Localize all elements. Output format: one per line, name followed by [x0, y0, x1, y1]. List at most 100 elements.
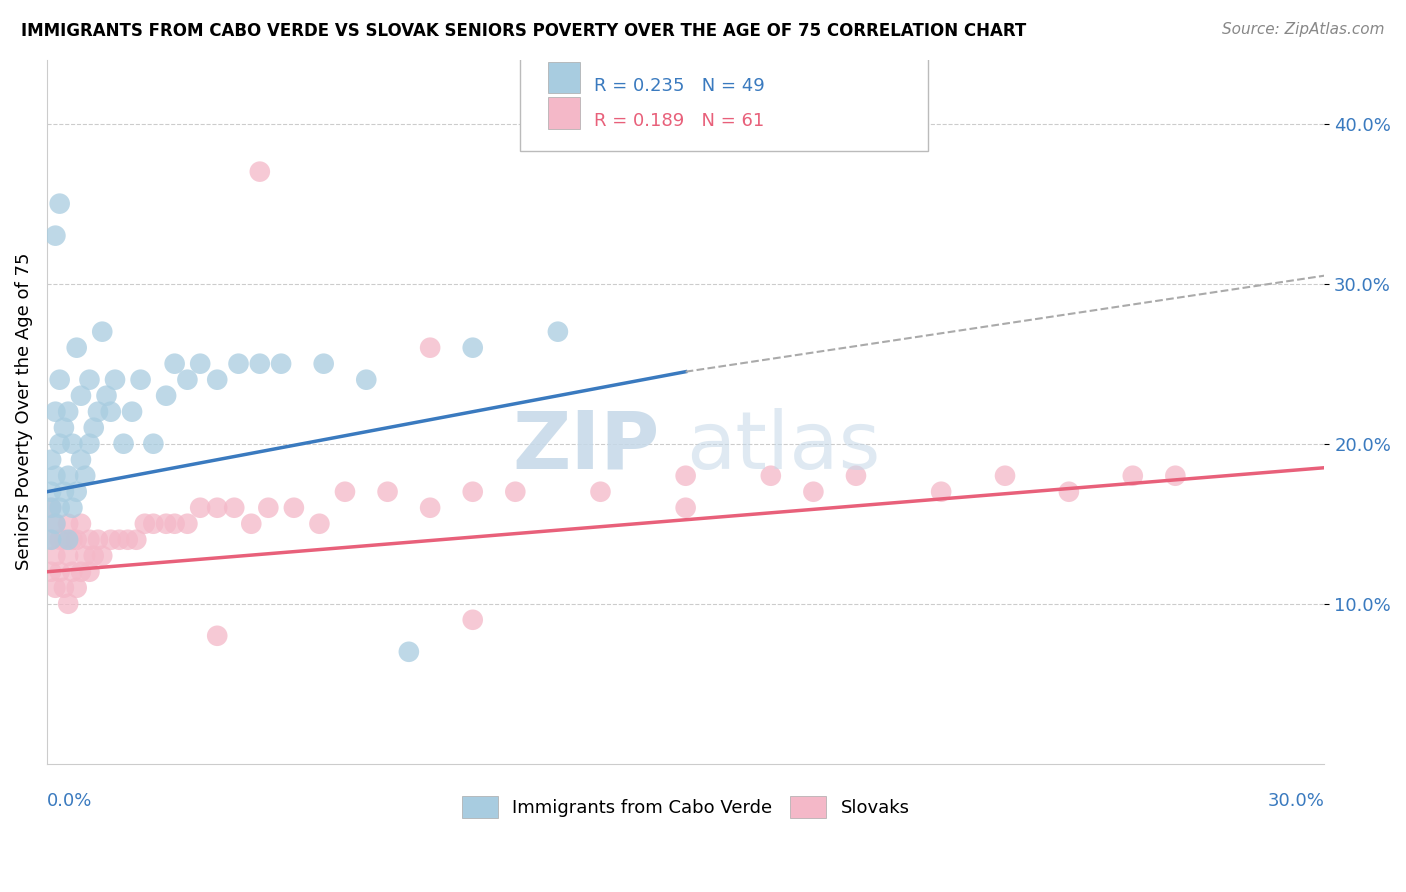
Y-axis label: Seniors Poverty Over the Age of 75: Seniors Poverty Over the Age of 75	[15, 253, 32, 571]
Point	[44, 516, 66, 531]
Point	[205, 500, 228, 515]
Point	[39, 500, 62, 515]
Point	[48, 565, 70, 579]
Point	[929, 484, 952, 499]
Point	[39, 452, 62, 467]
Point	[803, 484, 825, 499]
Point	[134, 516, 156, 531]
Point	[100, 533, 122, 547]
Point	[845, 468, 868, 483]
Text: Source: ZipAtlas.com: Source: ZipAtlas.com	[1222, 22, 1385, 37]
Point	[142, 516, 165, 531]
Point	[1057, 484, 1080, 499]
Point	[44, 405, 66, 419]
Point	[70, 516, 93, 531]
Point	[39, 484, 62, 499]
Point	[129, 373, 152, 387]
Point	[48, 373, 70, 387]
Point	[205, 373, 228, 387]
Point	[66, 484, 89, 499]
Point	[62, 500, 84, 515]
Point	[91, 549, 114, 563]
Point	[70, 452, 93, 467]
Point	[44, 581, 66, 595]
Point	[52, 484, 75, 499]
Point	[249, 357, 271, 371]
Point	[75, 549, 97, 563]
Point	[188, 500, 211, 515]
Point	[240, 516, 263, 531]
Point	[44, 228, 66, 243]
Point	[505, 484, 527, 499]
Point	[87, 533, 110, 547]
Point	[224, 500, 246, 515]
Point	[1122, 468, 1144, 483]
Point	[66, 341, 89, 355]
Point	[117, 533, 139, 547]
Point	[62, 436, 84, 450]
Point	[48, 533, 70, 547]
Point	[91, 325, 114, 339]
Point	[121, 405, 143, 419]
Point	[333, 484, 356, 499]
Bar	[548, 62, 579, 94]
Point	[79, 565, 101, 579]
Point	[62, 533, 84, 547]
FancyBboxPatch shape	[520, 53, 928, 151]
Point	[155, 516, 177, 531]
Point	[44, 549, 66, 563]
Point	[39, 533, 62, 547]
Point	[83, 549, 105, 563]
Point	[79, 436, 101, 450]
Point	[96, 389, 118, 403]
Point	[62, 565, 84, 579]
Legend: Immigrants from Cabo Verde, Slovaks: Immigrants from Cabo Verde, Slovaks	[454, 789, 917, 825]
Point	[48, 196, 70, 211]
Point	[39, 500, 62, 515]
Point	[589, 484, 612, 499]
Point	[79, 373, 101, 387]
Point	[66, 581, 89, 595]
Point	[675, 468, 697, 483]
Point	[308, 516, 330, 531]
Point	[205, 629, 228, 643]
Point	[44, 468, 66, 483]
Point	[75, 468, 97, 483]
Text: atlas: atlas	[686, 408, 880, 486]
Point	[48, 500, 70, 515]
Point	[249, 164, 271, 178]
Point	[39, 565, 62, 579]
Point	[79, 533, 101, 547]
Point	[44, 516, 66, 531]
Point	[759, 468, 782, 483]
Point	[163, 357, 186, 371]
Point	[112, 436, 135, 450]
Point	[312, 357, 335, 371]
Point	[108, 533, 131, 547]
Point	[283, 500, 305, 515]
Point	[356, 373, 378, 387]
Point	[66, 533, 89, 547]
Point	[56, 516, 79, 531]
Point	[70, 389, 93, 403]
Text: IMMIGRANTS FROM CABO VERDE VS SLOVAK SENIORS POVERTY OVER THE AGE OF 75 CORRELAT: IMMIGRANTS FROM CABO VERDE VS SLOVAK SEN…	[21, 22, 1026, 40]
Point	[83, 421, 105, 435]
Point	[87, 405, 110, 419]
Text: 30.0%: 30.0%	[1268, 792, 1324, 810]
Point	[70, 565, 93, 579]
Text: 0.0%: 0.0%	[46, 792, 93, 810]
Point	[176, 373, 198, 387]
Point	[52, 581, 75, 595]
Point	[56, 405, 79, 419]
Point	[100, 405, 122, 419]
Point	[188, 357, 211, 371]
Point	[1164, 468, 1187, 483]
Point	[257, 500, 280, 515]
Point	[461, 341, 484, 355]
Point	[461, 613, 484, 627]
Point	[270, 357, 292, 371]
Point	[398, 645, 420, 659]
Point	[163, 516, 186, 531]
Point	[994, 468, 1017, 483]
Bar	[548, 97, 579, 128]
